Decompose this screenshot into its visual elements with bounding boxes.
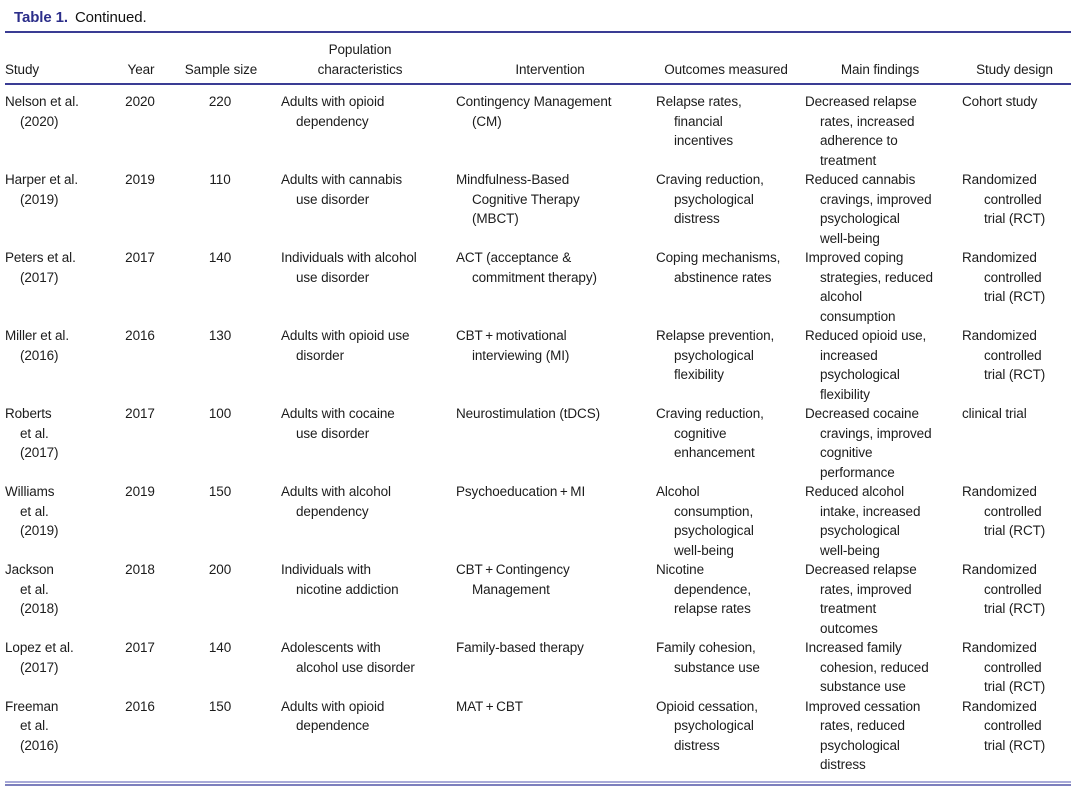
column-header-design: Study design <box>958 32 1071 85</box>
cell-design: clinical trial <box>962 406 1027 421</box>
cell-pop: Individuals with alcohol use disorder <box>281 250 417 285</box>
cell-sample: 220 <box>208 94 232 109</box>
cell-int: Contingency Management (CM) <box>456 94 612 129</box>
cell-design: Randomized controlled trial (RCT) <box>962 328 1046 382</box>
cell-study: Lopez et al. (2017) <box>5 640 74 675</box>
cell-design: Randomized controlled trial (RCT) <box>962 250 1046 304</box>
cell-year: 2016 <box>125 328 155 343</box>
cell-pop: Adults with cannabis use disorder <box>281 172 403 207</box>
cell-year: 2019 <box>125 484 155 499</box>
cell-year: 2017 <box>125 640 155 655</box>
cell-find: Decreased cocaine cravings, improved cog… <box>805 406 932 480</box>
cell-study: Jackson et al. (2018) <box>5 562 59 616</box>
cell-sample: 130 <box>208 328 232 343</box>
cell-find: Reduced alcohol intake, increased psycho… <box>805 484 921 558</box>
column-header-int: Intervention <box>450 32 650 85</box>
cell-design: Cohort study <box>962 94 1038 109</box>
column-header-study: Study <box>5 32 110 85</box>
cell-int: Psychoeducation + MI <box>456 484 586 499</box>
table-row: Miller et al. (2016) 2016 130 Adults with o… <box>5 326 1071 404</box>
cell-study: Freeman et al. (2016) <box>5 698 59 753</box>
table-row: Harper et al. (2019) 2019 110 Adults with c… <box>5 170 1071 248</box>
cell-int: CBT + motivational interviewing (MI) <box>456 328 570 363</box>
cell-design: Randomized controlled trial (RCT) <box>962 562 1046 616</box>
table-row: Peters et al. (2017) 2017 140 Individuals w… <box>5 248 1071 326</box>
cell-out: Relapse rates, financial incentives <box>656 94 742 148</box>
cell-study: Nelson et al. (2020) <box>5 94 79 129</box>
cell-out: Alcohol consumption, psychological well-… <box>656 484 754 558</box>
cell-sample: 150 <box>208 698 232 714</box>
cell-pop: Adults with cocaine use disorder <box>281 406 395 441</box>
cell-study: Miller et al. (2016) <box>5 328 69 363</box>
table-row: Jackson et al. (2018) 2018 200 Individuals … <box>5 560 1071 638</box>
table-caption: Table 1. Continued. <box>14 8 1071 28</box>
cell-sample: 110 <box>209 172 231 187</box>
cell-sample: 140 <box>208 250 232 265</box>
cell-year: 2019 <box>125 172 155 187</box>
cell-find: Decreased relapse rates, increased adher… <box>805 94 917 168</box>
cell-sample: 140 <box>208 640 232 655</box>
table-bottom-rule <box>5 780 1071 786</box>
cell-pop: Adults with opioid dependence <box>281 698 385 734</box>
cell-find: Improved cessation rates, reduced psycho… <box>805 698 921 773</box>
cell-out: Relapse prevention, psychological flexib… <box>656 328 775 382</box>
column-header-year: Year <box>110 32 172 85</box>
cell-study: Peters et al. (2017) <box>5 250 76 285</box>
cell-sample: 100 <box>208 406 232 421</box>
table-row: Freeman et al. (2016) 2016 150 Adults with … <box>5 697 1071 775</box>
cell-year: 2020 <box>125 94 155 109</box>
column-header-out: Outcomes measured <box>650 32 802 85</box>
cell-find: Decreased relapse rates, improved treatm… <box>805 562 917 636</box>
cell-out: Coping mechanisms, abstinence rates <box>656 250 781 285</box>
cell-year: 2016 <box>125 698 155 714</box>
cell-out: Family cohesion, substance use <box>656 640 760 675</box>
cell-pop: Adolescents with alcohol use disorder <box>281 640 415 675</box>
cell-design: Randomized controlled trial (RCT) <box>962 698 1046 753</box>
cell-study: Williams et al. (2019) <box>5 484 59 538</box>
cell-year: 2017 <box>125 250 155 265</box>
cell-pop: Adults with opioid dependency <box>281 94 385 129</box>
cell-pop: Individuals with nicotine addiction <box>281 562 399 597</box>
cell-sample: 150 <box>208 484 232 499</box>
cell-out: Opioid cessation, psychological distress <box>656 698 758 753</box>
cell-sample: 200 <box>208 562 232 577</box>
cell-int: MAT + CBT <box>456 698 523 714</box>
cell-design: Randomized controlled trial (RCT) <box>962 484 1046 538</box>
cell-find: Reduced cannabis cravings, improved psyc… <box>805 172 932 246</box>
cell-find: Increased family cohesion, reduced subst… <box>805 640 929 694</box>
cell-year: 2017 <box>125 406 155 421</box>
cell-out: Craving reduction, psychological distres… <box>656 172 764 226</box>
cell-out: Craving reduction, cognitive enhancement <box>656 406 764 460</box>
table-header: Study Year Sample size Population character… <box>5 32 1071 85</box>
cell-find: Improved coping strategies, reduced alco… <box>805 250 933 324</box>
cell-int: Neurostimulation (tDCS) <box>456 406 600 421</box>
cell-design: Randomized controlled trial (RCT) <box>962 172 1046 226</box>
header-row: Study Year Sample size Population character… <box>5 32 1071 85</box>
column-header-pop: Population characteristics <box>270 32 450 85</box>
cell-int: Mindfulness-Based Cognitive Therapy (MBC… <box>456 172 580 226</box>
cell-study: Harper et al. (2019) <box>5 172 78 207</box>
cell-int: ACT (acceptance & commitment therapy) <box>456 250 597 285</box>
cell-pop: Adults with alcohol dependency <box>281 484 391 519</box>
cell-design: Randomized controlled trial (RCT) <box>962 640 1046 694</box>
cell-study: Roberts et al. (2017) <box>5 406 59 460</box>
cell-pop: Adults with opioid use disorder <box>281 328 410 363</box>
column-header-sample: Sample size <box>172 32 270 85</box>
table-row: Lopez et al. (2017) 2017 140 Adolescents wi… <box>5 638 1071 697</box>
study-table: Study Year Sample size Population character… <box>5 31 1071 775</box>
cell-year: 2018 <box>125 562 155 577</box>
cell-find: Reduced opioid use, increased psychologi… <box>805 328 927 402</box>
table-row: Williams et al. (2019) 2019 150 Adults with… <box>5 482 1071 560</box>
table-body: Nelson et al. (2020) 2020 220 Adults with o… <box>5 84 1071 775</box>
cell-int: CBT + Contingency Management <box>456 562 570 597</box>
table-row: Roberts et al. (2017) 2017 100 Adults with … <box>5 404 1071 482</box>
bottom-rule-dark-line <box>5 783 1071 786</box>
column-header-find: Main findings <box>802 32 958 85</box>
table-caption-text: Continued. <box>74 9 147 26</box>
cell-out: Nicotine dependence, relapse rates <box>656 562 751 616</box>
table-row: Nelson et al. (2020) 2020 220 Adults with o… <box>5 84 1071 170</box>
cell-int: Family-based therapy <box>456 640 584 655</box>
table-caption-label: Table 1. <box>14 9 68 26</box>
